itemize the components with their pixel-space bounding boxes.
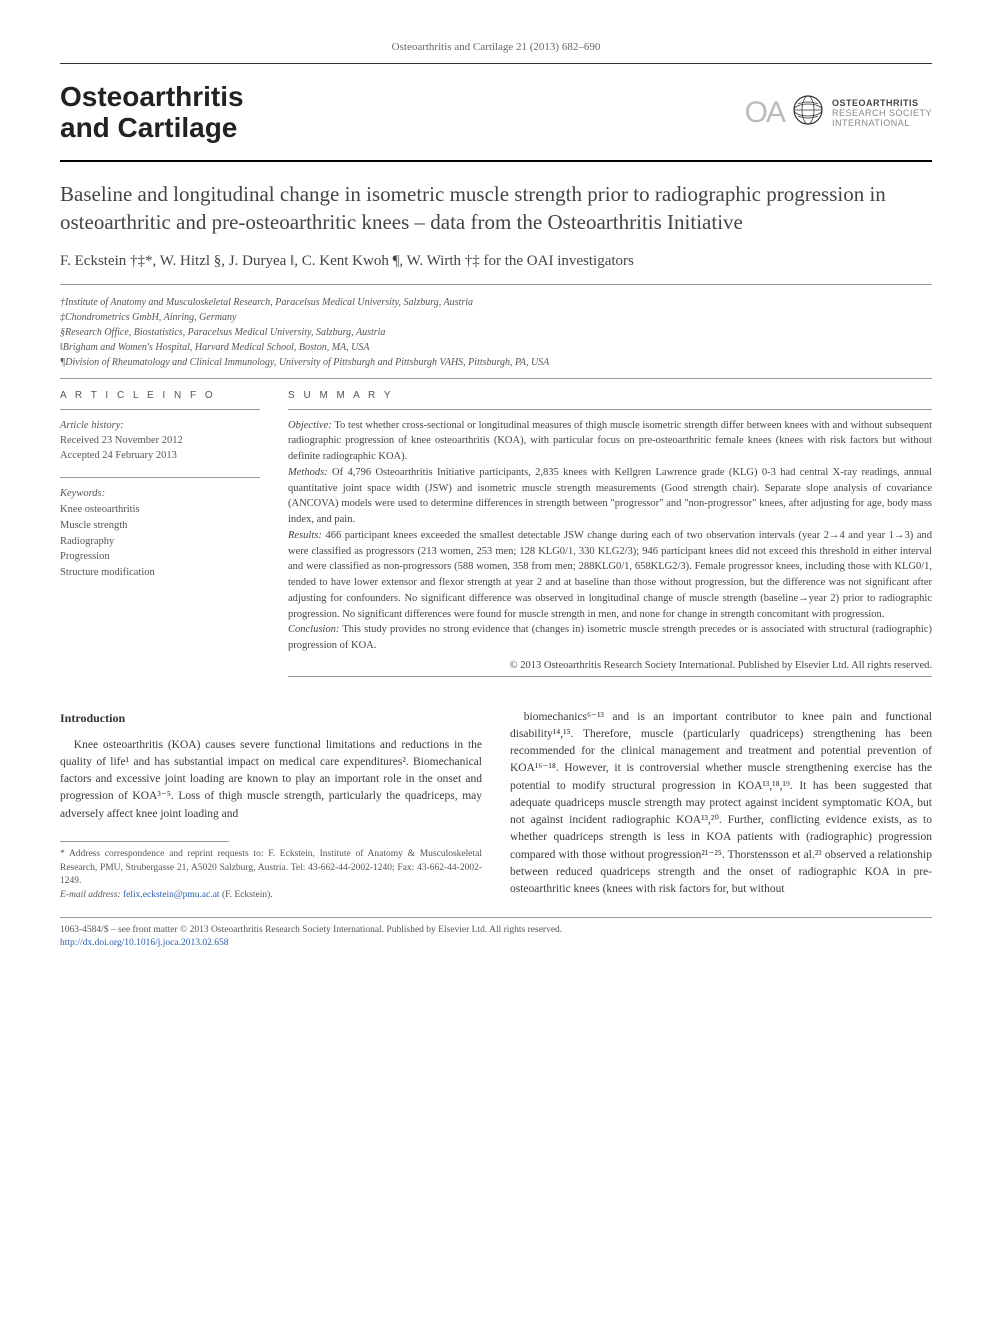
meta-row: A R T I C L E I N F O Article history: R… <box>60 389 932 685</box>
email-label: E-mail address: <box>60 890 121 900</box>
column-right: biomechanics⁶⁻¹³ and is an important con… <box>510 709 932 903</box>
intro-para-2: biomechanics⁶⁻¹³ and is an important con… <box>510 709 932 899</box>
keyword-5: Structure modification <box>60 565 260 581</box>
globe-icon <box>792 94 824 132</box>
keywords-label: Keywords: <box>60 486 260 502</box>
article-info-label: A R T I C L E I N F O <box>60 389 260 403</box>
keyword-1: Knee osteoarthritis <box>60 502 260 518</box>
methods-text: Of 4,796 Osteoarthritis Initiative parti… <box>288 467 932 525</box>
keyword-2: Muscle strength <box>60 518 260 534</box>
affil-1: †Institute of Anatomy and Musculoskeleta… <box>60 295 932 310</box>
header-rule <box>60 160 932 162</box>
footer-rule <box>60 917 932 918</box>
oarsi-logo: OA OSTEOARTHRITIS RESEARCH SOCIETY INTER… <box>745 92 932 134</box>
introduction-heading: Introduction <box>60 709 482 727</box>
journal-header: Osteoarthritis and Cartilage OA OSTEOART… <box>60 68 932 150</box>
affil-4: ‖Brigham and Women's Hospital, Harvard M… <box>60 340 932 355</box>
article-title: Baseline and longitudinal change in isom… <box>60 180 932 237</box>
footnote-rule <box>60 841 229 842</box>
footer-text: 1063-4584/$ – see front matter © 2013 Os… <box>60 924 932 951</box>
correspondence-footnote: * Address correspondence and reprint req… <box>60 848 482 903</box>
column-left: Introduction Knee osteoarthritis (KOA) c… <box>60 709 482 903</box>
summary-block: S U M M A R Y Objective: To test whether… <box>288 389 932 685</box>
affil-rule <box>60 378 932 379</box>
affil-3: §Research Office, Biostatistics, Paracel… <box>60 325 932 340</box>
keywords-block: Keywords: Knee osteoarthritis Muscle str… <box>60 486 260 581</box>
summary-label: S U M M A R Y <box>288 389 932 403</box>
history-accepted: Accepted 24 February 2013 <box>60 448 260 463</box>
logo-line1: OSTEOARTHRITIS <box>832 98 932 108</box>
email-attr: (F. Eckstein). <box>222 890 273 900</box>
logo-line2: RESEARCH SOCIETY <box>832 108 932 118</box>
conclusion-text: This study provides no strong evidence t… <box>288 624 932 651</box>
running-head: Osteoarthritis and Cartilage 21 (2013) 6… <box>60 40 932 55</box>
journal-name: Osteoarthritis and Cartilage <box>60 82 244 144</box>
corr-label: * Address correspondence and reprint req… <box>60 849 263 859</box>
keyword-3: Radiography <box>60 534 260 550</box>
email-address[interactable]: felix.eckstein@pmu.ac.at <box>123 890 220 900</box>
affil-5: ¶Division of Rheumatology and Clinical I… <box>60 355 932 370</box>
summary-text: Objective: To test whether cross-section… <box>288 418 932 674</box>
logo-society-text: OSTEOARTHRITIS RESEARCH SOCIETY INTERNAT… <box>832 98 932 129</box>
doi-link[interactable]: http://dx.doi.org/10.1016/j.joca.2013.02… <box>60 938 228 948</box>
history-label: Article history: <box>60 418 260 433</box>
authors-rule <box>60 284 932 285</box>
footer-copyright: 1063-4584/$ – see front matter © 2013 Os… <box>60 924 932 937</box>
affil-2: ‡Chondrometrics GmbH, Ainring, Germany <box>60 310 932 325</box>
journal-name-line1: Osteoarthritis <box>60 82 244 113</box>
results-text: 466 participant knees exceeded the small… <box>288 530 932 620</box>
summary-end-rule <box>288 676 932 677</box>
objective-label: Objective: <box>288 420 332 431</box>
keywords-rule <box>60 477 260 478</box>
results-label: Results: <box>288 530 322 541</box>
keyword-4: Progression <box>60 549 260 565</box>
methods-label: Methods: <box>288 467 328 478</box>
article-history: Article history: Received 23 November 20… <box>60 418 260 464</box>
logo-line3: INTERNATIONAL <box>832 118 932 128</box>
body-columns: Introduction Knee osteoarthritis (KOA) c… <box>60 709 932 903</box>
summary-rule <box>288 409 932 410</box>
intro-para-1: Knee osteoarthritis (KOA) causes severe … <box>60 737 482 823</box>
objective-text: To test whether cross-sectional or longi… <box>288 420 932 463</box>
conclusion-label: Conclusion: <box>288 624 339 635</box>
history-received: Received 23 November 2012 <box>60 433 260 448</box>
journal-name-line2: and Cartilage <box>60 113 244 144</box>
info-rule <box>60 409 260 410</box>
author-list: F. Eckstein †‡*, W. Hitzl §, J. Duryea ‖… <box>60 251 932 272</box>
logo-oa-text: OA <box>745 92 784 134</box>
affiliations: †Institute of Anatomy and Musculoskeleta… <box>60 295 932 370</box>
summary-copyright: © 2013 Osteoarthritis Research Society I… <box>288 658 932 674</box>
article-info-block: A R T I C L E I N F O Article history: R… <box>60 389 260 685</box>
top-rule <box>60 63 932 64</box>
